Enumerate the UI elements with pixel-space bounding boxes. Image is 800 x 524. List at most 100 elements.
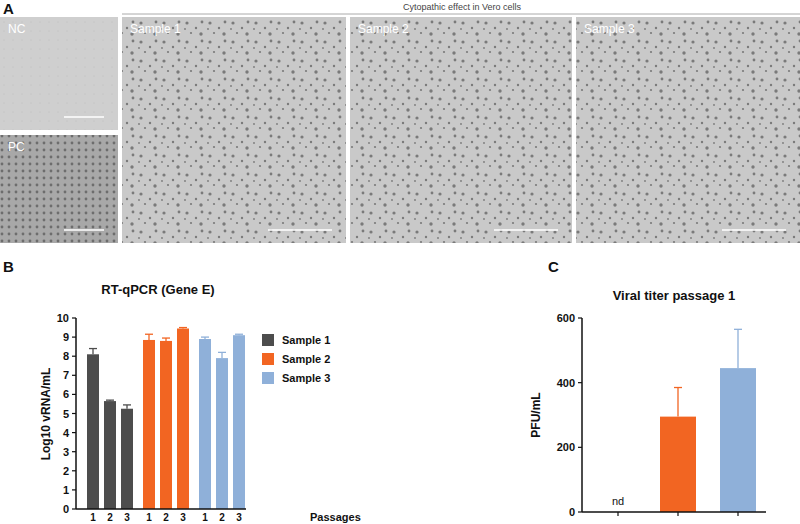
image-title: Cytopathic effect in Vero cells xyxy=(403,2,521,12)
y-tick-label: 0 xyxy=(569,506,575,518)
title-rule xyxy=(122,14,800,15)
scale-bar xyxy=(64,116,104,118)
y-tick-label: 200 xyxy=(557,441,575,453)
image-label: Sample 2 xyxy=(358,22,409,36)
chart-title: RT-qPCR (Gene E) xyxy=(101,282,214,297)
y-tick-label: 400 xyxy=(557,377,575,389)
figure: ABCCytopathic effect in Vero cellsNCPCSa… xyxy=(0,0,800,524)
y-tick xyxy=(72,413,76,414)
x-axis xyxy=(582,511,766,513)
y-tick xyxy=(72,394,76,395)
error-cap xyxy=(89,348,97,349)
bar xyxy=(720,368,756,512)
bars xyxy=(87,328,245,509)
y-tick-label: 2 xyxy=(63,465,69,477)
legend-swatch xyxy=(262,353,274,365)
panel-letter: B xyxy=(3,258,14,275)
y-tick xyxy=(72,489,76,490)
y-tick-label: 10 xyxy=(57,312,69,324)
error-bar xyxy=(123,405,131,409)
y-tick xyxy=(72,337,76,338)
y-tick-label: 8 xyxy=(63,350,69,362)
x-tick-label: 3 xyxy=(180,512,186,523)
error-stem xyxy=(221,352,222,358)
y-tick-label: 7 xyxy=(63,369,69,381)
image-label: PC xyxy=(8,140,25,154)
y-tick-label: 3 xyxy=(63,446,69,458)
bars xyxy=(660,329,756,512)
error-bar xyxy=(734,329,742,368)
bar xyxy=(121,409,133,509)
micrograph xyxy=(576,17,800,243)
error-cap xyxy=(106,399,114,400)
error-stem xyxy=(737,329,738,368)
error-bar xyxy=(201,337,209,339)
x-axis-label: Passages xyxy=(310,511,361,523)
legend-label: Sample 3 xyxy=(282,372,330,384)
y-axis xyxy=(581,318,583,512)
error-cap xyxy=(162,337,170,338)
error-cap xyxy=(145,334,153,335)
x-axis xyxy=(76,508,246,510)
x-tick-label: 2 xyxy=(163,512,169,523)
error-bar xyxy=(235,334,243,336)
y-tick xyxy=(72,470,76,471)
y-tick-label: 4 xyxy=(63,427,70,439)
y-tick xyxy=(578,511,582,512)
chart-title: Viral titer passage 1 xyxy=(613,288,736,303)
panel-letter: A xyxy=(3,0,14,17)
error-stem xyxy=(92,349,93,355)
error-bar xyxy=(162,338,170,341)
legend-swatch xyxy=(262,372,274,384)
error-bar xyxy=(218,352,226,358)
image-label: Sample 1 xyxy=(130,22,181,36)
y-tick xyxy=(578,382,582,383)
y-tick-label: 0 xyxy=(63,503,69,515)
x-tick-label: 2 xyxy=(107,512,113,523)
x-tick-label: 2 xyxy=(219,512,225,523)
error-stem xyxy=(677,388,678,417)
error-cap xyxy=(201,336,209,337)
legend-label: Sample 2 xyxy=(282,353,330,365)
error-cap xyxy=(734,329,742,330)
y-tick xyxy=(578,447,582,448)
y-tick-label: 6 xyxy=(63,388,69,400)
error-bar xyxy=(89,349,97,355)
y-tick xyxy=(72,356,76,357)
legend-label: Sample 1 xyxy=(282,334,330,346)
y-tick-label: 600 xyxy=(557,312,575,324)
bar xyxy=(143,340,155,509)
error-cap xyxy=(235,334,243,335)
error-bar xyxy=(179,327,187,329)
scale-bar xyxy=(722,229,786,231)
y-tick-label: 1 xyxy=(63,484,69,496)
y-axis-label: Log10 vRNA/mL xyxy=(39,368,53,461)
y-tick-label: 5 xyxy=(63,408,69,420)
scale-bar xyxy=(268,229,332,231)
x-tick-label: 3 xyxy=(124,512,130,523)
bar xyxy=(199,339,211,509)
error-bar xyxy=(145,334,153,340)
y-axis-label: PFU/mL xyxy=(529,392,543,437)
bar xyxy=(160,341,172,509)
error-cap xyxy=(218,352,226,353)
error-cap xyxy=(123,404,131,405)
y-tick xyxy=(72,317,76,318)
image-label: NC xyxy=(8,22,26,36)
x-tick-label: 1 xyxy=(146,512,152,523)
y-tick xyxy=(72,375,76,376)
error-bar xyxy=(106,400,114,402)
scale-bar xyxy=(494,229,558,231)
bar xyxy=(177,329,189,509)
legend-swatch xyxy=(262,334,274,346)
micrograph xyxy=(0,135,118,243)
y-tick xyxy=(72,432,76,433)
micrograph xyxy=(122,17,346,243)
bar xyxy=(87,354,99,509)
bar xyxy=(233,335,245,509)
micrograph xyxy=(350,17,572,243)
image-label: Sample 3 xyxy=(584,22,635,36)
bar xyxy=(104,401,116,509)
x-tick-label: 3 xyxy=(236,512,242,523)
error-bar xyxy=(674,388,682,417)
